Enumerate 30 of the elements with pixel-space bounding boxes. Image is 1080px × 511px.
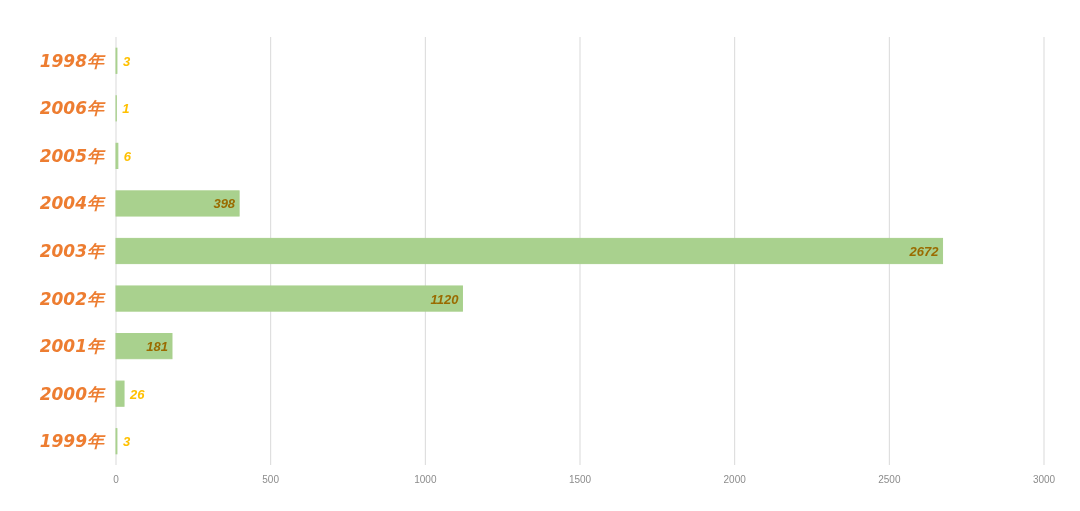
x-tick-label: 500: [262, 474, 280, 485]
y-tick-label: 2005年: [39, 145, 106, 166]
data-label: 181: [146, 339, 168, 355]
data-label: 2672: [908, 244, 940, 259]
y-tick-label: 2000年: [39, 383, 106, 404]
x-tick-label: 0: [113, 474, 120, 485]
x-tick-label: 3000: [1032, 474, 1056, 485]
data-label: 1120: [430, 291, 460, 307]
bar: [115, 333, 173, 360]
x-tick-label: 1500: [568, 474, 592, 485]
y-tick-label: 1999年: [39, 431, 106, 452]
data-label: 3: [122, 434, 131, 450]
y-tick-label: 2003年: [39, 241, 106, 261]
data-label: 6: [123, 148, 132, 164]
y-tick-label: 2001年: [39, 336, 106, 357]
y-tick-label: 1998年: [39, 50, 106, 71]
x-tick-label: 2500: [878, 474, 901, 485]
bar: [115, 380, 125, 407]
bar: [115, 190, 240, 217]
y-tick-label: 2006年: [39, 98, 106, 119]
y-tick-label: 2002年: [39, 288, 106, 309]
bar: [115, 285, 463, 312]
bar: [115, 237, 944, 265]
data-label: 3: [122, 53, 131, 69]
x-tick-label: 2000: [723, 474, 747, 485]
data-label: 26: [129, 386, 146, 402]
x-tick-label: 1000: [414, 474, 437, 485]
data-label: 1: [122, 101, 130, 117]
y-tick-label: 2004年: [39, 193, 106, 214]
data-label: 398: [213, 196, 236, 212]
